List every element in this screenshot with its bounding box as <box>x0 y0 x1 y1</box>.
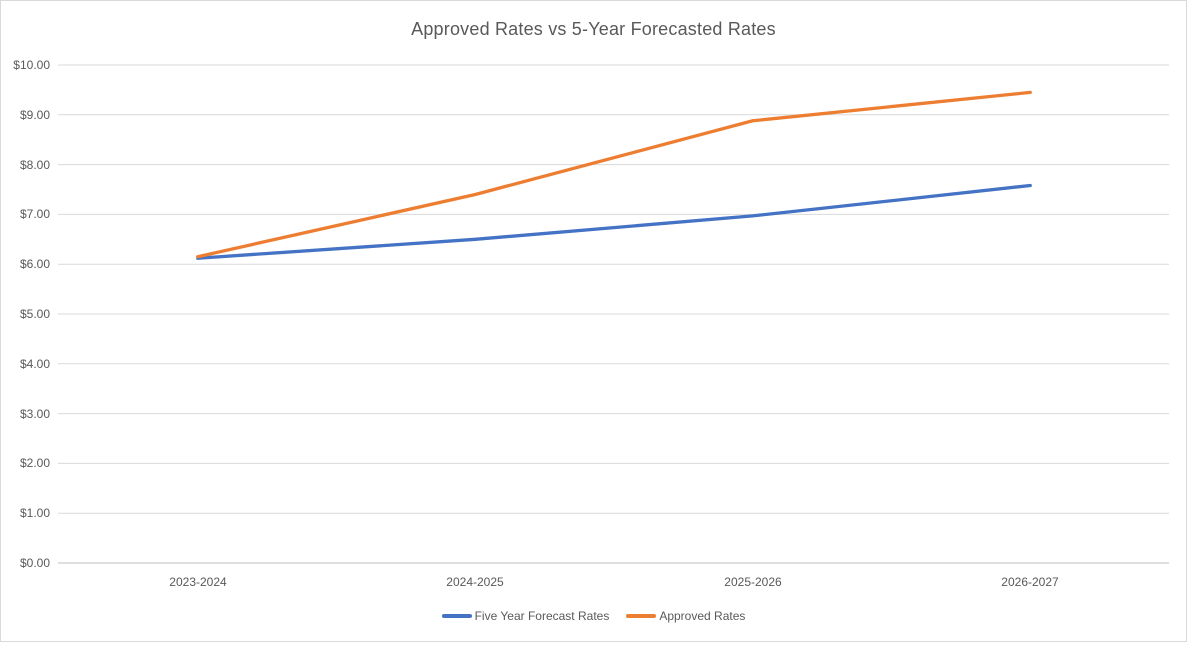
y-axis-tick-label: $5.00 <box>19 307 50 321</box>
y-axis-tick-label: $0.00 <box>19 556 50 570</box>
x-axis-tick-label: 2025-2026 <box>724 575 782 589</box>
y-axis-tick-label: $3.00 <box>19 407 50 421</box>
legend-item-approved: Approved Rates <box>626 608 745 624</box>
legend-label-forecast: Five Year Forecast Rates <box>474 609 610 623</box>
y-axis-tick-label: $8.00 <box>19 158 50 172</box>
approved-line-swatch <box>626 614 657 618</box>
y-axis-tick-label: $4.00 <box>19 357 50 371</box>
legend-label-approved: Approved Rates <box>659 609 746 623</box>
y-axis-tick-label: $7.00 <box>19 207 50 221</box>
y-axis-tick-label: $10.00 <box>13 58 50 72</box>
legend-item-forecast: Five Year Forecast Rates <box>441 608 610 624</box>
x-axis-tick-label: 2024-2025 <box>446 575 504 589</box>
legend: Five Year Forecast Rates Approved Rates <box>1 608 1186 624</box>
y-axis-tick-label: $9.00 <box>19 108 50 122</box>
x-axis-tick-label: 2026-2027 <box>1001 575 1059 589</box>
chart-title: Approved Rates vs 5-Year Forecasted Rate… <box>411 19 776 39</box>
y-axis-tick-label: $6.00 <box>19 257 50 271</box>
y-axis-tick-label: $2.00 <box>19 456 50 470</box>
x-axis-tick-label: 2023-2024 <box>169 575 227 589</box>
y-axis-tick-label: $1.00 <box>19 506 50 520</box>
forecast-line-swatch <box>441 614 472 618</box>
